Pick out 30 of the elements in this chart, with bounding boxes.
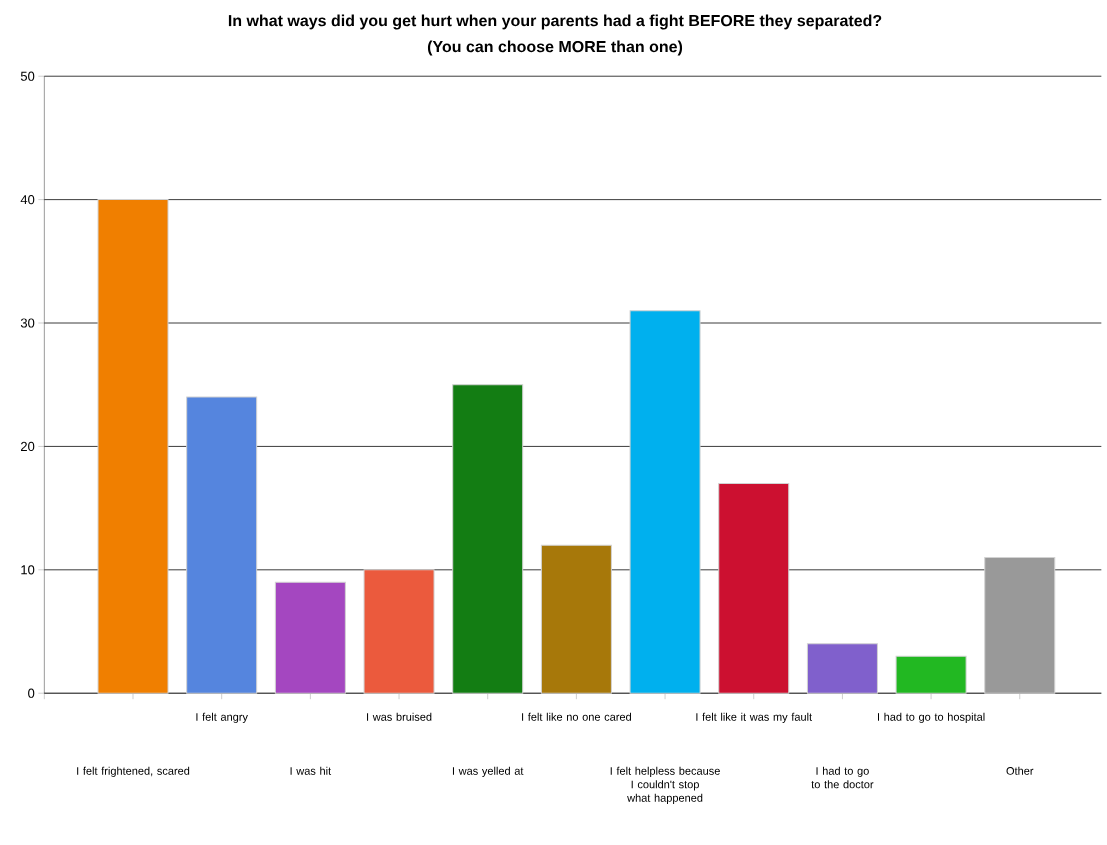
y-tick-label: 20 [21, 441, 35, 452]
y-tick-label: 50 [20, 71, 35, 81]
x-tick-label: I had to go to the doctor [811, 766, 874, 789]
x-tick-label: I felt angry [196, 712, 248, 723]
bar [97, 199, 169, 694]
x-tick-label: I was hit [290, 766, 332, 775]
x-tick-label: I was yelled at [452, 766, 524, 777]
x-tick-label: I felt like no one cared [522, 712, 631, 721]
bar [629, 310, 701, 694]
bar [806, 643, 878, 694]
bar [718, 482, 790, 694]
bar [363, 569, 435, 694]
bar [186, 396, 258, 694]
y-tick-label: 10 [21, 565, 35, 575]
bar [984, 556, 1056, 694]
y-tick-label: 40 [20, 195, 35, 205]
x-tick-label: I had to go to hospital [877, 712, 985, 723]
bar [452, 384, 524, 694]
x-tick-label: I felt helpless because I couldn't stop what happened [610, 766, 720, 804]
x-tick-label: Other [1006, 766, 1034, 775]
x-tick-label: I felt frightened, scared [77, 766, 190, 777]
bar [274, 581, 346, 694]
chart-title: In what ways did you get hurt when your parents had a fight BEFORE they separated? [228, 14, 882, 30]
y-tick-label: 30 [20, 318, 35, 328]
x-tick-label: I felt like it was my fault [696, 712, 813, 723]
bar [540, 544, 612, 694]
bar [895, 655, 967, 694]
x-tick-label: I was bruised [367, 712, 432, 721]
chart-subtitle: (You can choose MORE than one) [427, 40, 683, 56]
y-tick-label: 0 [28, 688, 35, 698]
